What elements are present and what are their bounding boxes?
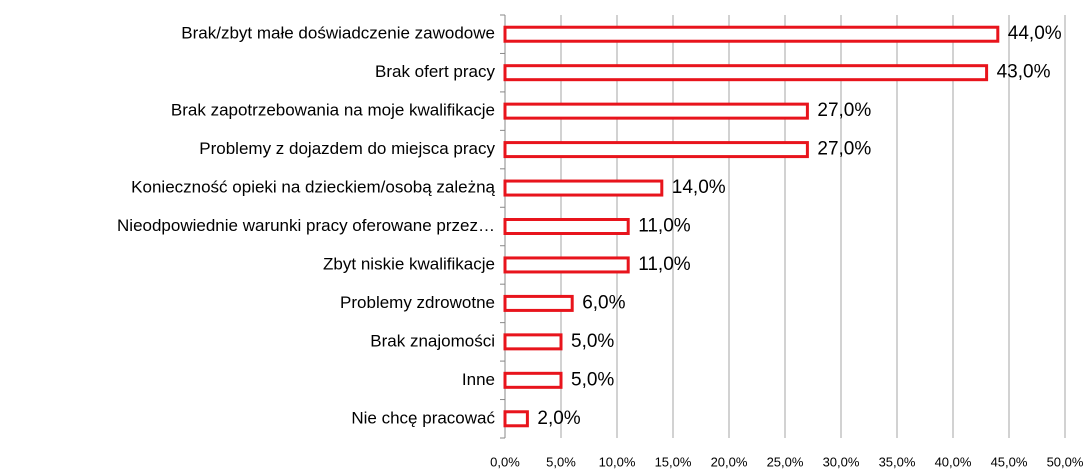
value-label: 14,0% (672, 177, 726, 198)
value-label: 2,0% (537, 408, 580, 429)
category-label: Konieczność opieki na dzieckiem/osobą za… (131, 178, 495, 197)
x-tick-label: 15,0% (655, 454, 692, 469)
value-label: 11,0% (638, 216, 691, 237)
x-tick-label: 20,0% (711, 454, 748, 469)
category-label: Nie chcę pracować (351, 408, 495, 427)
bar (503, 179, 664, 197)
bar (503, 64, 989, 82)
category-label: Nieodpowiednie warunki pracy oferowane p… (117, 216, 495, 235)
x-tick-label: 30,0% (823, 454, 860, 469)
value-label: 44,0% (1008, 23, 1062, 44)
category-label: Problemy z dojazdem do miejsca pracy (199, 139, 495, 158)
category-label: Inne (462, 370, 495, 389)
value-label: 27,0% (817, 139, 871, 160)
category-label: Brak zapotrzebowania na moje kwalifikacj… (171, 101, 495, 120)
category-label: Zbyt niskie kwalifikacje (323, 254, 495, 273)
x-tick-label: 45,0% (991, 454, 1028, 469)
category-label: Problemy zdrowotne (340, 293, 495, 312)
value-label: 6,0% (582, 292, 625, 313)
x-tick-label: 50,0% (1047, 454, 1084, 469)
value-label: 5,0% (571, 331, 614, 352)
bar (503, 25, 1000, 43)
value-label: 27,0% (817, 100, 871, 121)
value-label: 11,0% (638, 254, 691, 275)
x-tick-label: 25,0% (767, 454, 804, 469)
x-tick-label: 0,0% (490, 454, 520, 469)
value-label: 43,0% (997, 62, 1051, 83)
category-label: Brak ofert pracy (375, 62, 495, 81)
bar (503, 294, 574, 312)
value-label: 5,0% (571, 369, 614, 390)
x-tick-label: 10,0% (599, 454, 636, 469)
bar (503, 333, 563, 351)
bar (503, 371, 563, 389)
bar (503, 102, 809, 120)
bar (503, 256, 630, 274)
x-tick-label: 5,0% (546, 454, 576, 469)
category-label: Brak znajomości (370, 331, 495, 350)
bar (503, 141, 809, 159)
x-tick-label: 35,0% (879, 454, 916, 469)
bar (503, 410, 529, 428)
bar (503, 218, 630, 235)
x-tick-label: 40,0% (935, 454, 972, 469)
category-label: Brak/zbyt małe doświadczenie zawodowe (181, 24, 495, 43)
